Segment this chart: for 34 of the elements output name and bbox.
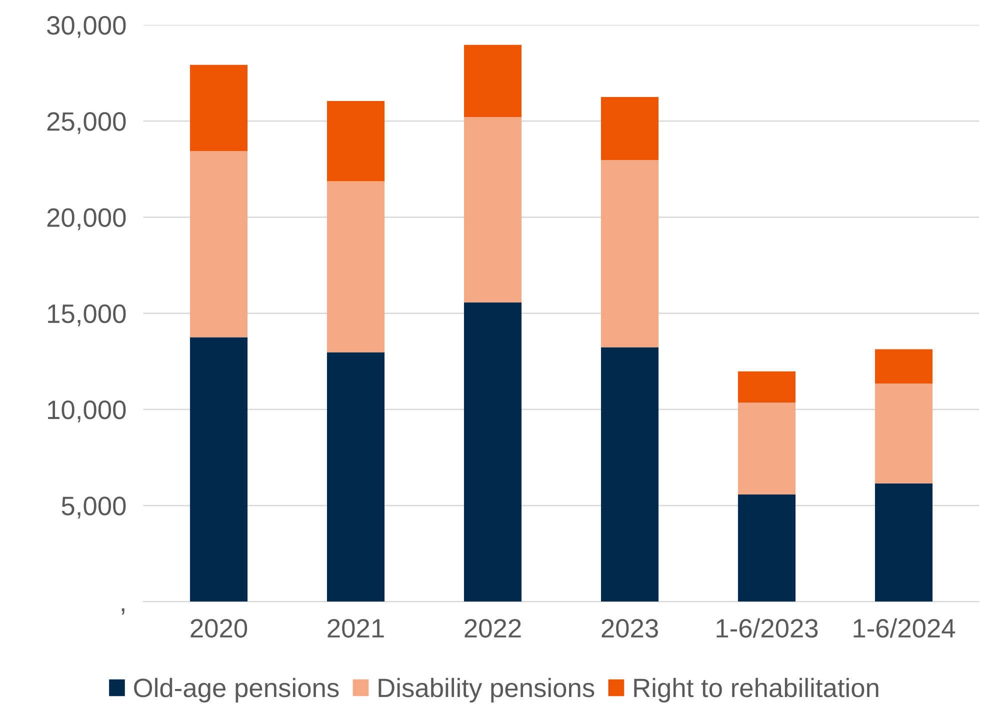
bar (600, 160, 659, 348)
bar (326, 352, 385, 602)
bar (464, 117, 522, 302)
bar (190, 337, 248, 602)
bar (190, 64, 248, 152)
bar (874, 483, 933, 602)
x-tick-label: 2020 (190, 619, 248, 638)
legend-label: Disability pensions (378, 678, 594, 702)
y-tick-label: 5,000 (62, 496, 126, 518)
bar (874, 349, 933, 384)
bar (326, 101, 385, 182)
y-tick-label: 10,000 (48, 400, 126, 422)
x-tick-label: 2022 (464, 619, 521, 638)
bar (190, 151, 248, 338)
bar (738, 371, 796, 402)
bar (738, 402, 796, 495)
y-tick-label: 30,000 (47, 16, 126, 38)
y-tick-label: 25,000 (47, 112, 126, 134)
x-tick-label: 1-6/2023 (716, 618, 818, 638)
bar (874, 383, 933, 484)
bar (464, 44, 522, 118)
bar (600, 347, 659, 602)
legend-label: Right to rehabilitation (634, 678, 878, 702)
y-tick-label: 20,000 (47, 208, 126, 230)
bar (600, 97, 659, 160)
x-tick-label: 2023 (602, 619, 658, 638)
bar (464, 302, 522, 602)
x-tick-label: 2021 (328, 619, 384, 638)
y-tick-label: , (122, 608, 124, 615)
bar (738, 494, 796, 602)
bar (326, 181, 385, 352)
legend-label: Old-age pensions (134, 678, 339, 702)
x-tick-label: 1-6/2024 (854, 618, 956, 638)
y-tick-label: 15,000 (48, 304, 126, 326)
